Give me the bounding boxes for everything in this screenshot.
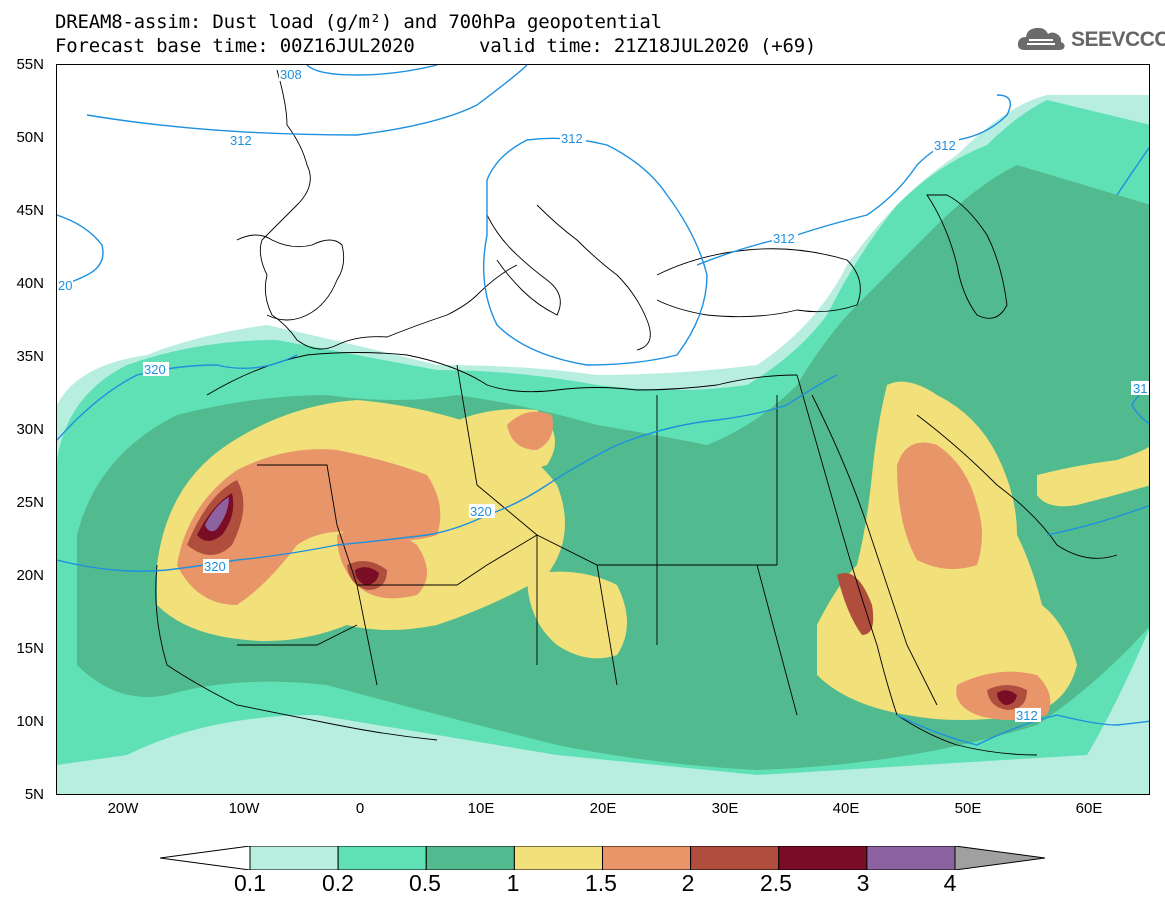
colorbar-label: 1.5 [585,870,617,896]
colorbar-label: 3 [856,870,870,896]
lon-label: 60E [1075,800,1103,817]
colorbar-label: 4 [943,870,957,896]
contour-label: 320 [470,504,492,519]
contour-label: 312 [773,231,795,246]
valid-time: valid time: 21Z18JUL2020 (+69) [479,35,817,57]
contour-label: 320 [204,559,226,574]
base-time: Forecast base time: 00Z16JUL2020 [55,35,415,57]
lat-label: 25N [16,494,44,511]
contour-label: 20 [58,278,72,293]
chart-title: DREAM8-assim: Dust load (g/m²) and 700hP… [55,11,662,33]
colorbar-box [690,846,780,870]
contour-label: 312 [230,133,252,148]
contour-label: 312 [934,138,956,153]
colorbar-box [249,846,339,870]
colorbar-box [602,846,692,870]
lat-label: 30N [16,421,44,438]
colorbar [160,846,1045,870]
cloud-icon [1017,27,1065,50]
lat-label: 35N [16,348,44,365]
country-borders [155,69,1118,756]
lat-label: 50N [16,129,44,146]
colorbar-box [778,846,868,870]
lat-label: 10N [16,713,44,730]
time-info: Forecast base time: 00Z16JUL2020 valid t… [55,35,816,101]
lat-label: 45N [16,202,44,219]
lon-label: 10E [467,800,495,817]
contour-labels: 312 312 312 312 312 320 320 320 20 308 3… [57,67,1149,723]
lon-label: 50E [954,800,982,817]
colorbar-box [425,846,515,870]
seevccc-logo: SEEVCCC [1015,22,1165,56]
lat-label: 20N [16,567,44,584]
lat-label: 15N [16,640,44,657]
lon-label: 40E [832,800,860,817]
colorbar-label: 0.5 [409,870,441,896]
colorbar-label: 1 [506,870,520,896]
colorbar-box [866,846,956,870]
lat-label: 40N [16,275,44,292]
dust-map: 312 312 312 312 312 320 320 320 20 308 3… [56,64,1150,795]
contour-label: 320 [144,362,166,377]
lon-label: 30E [711,800,739,817]
lon-label: 20E [589,800,617,817]
logo-text: SEEVCCC [1071,28,1165,51]
contour-label: 312 [561,131,583,146]
contour-label: 308 [280,67,302,82]
lon-label: 0 [355,800,365,817]
lon-label: 20W [107,800,139,817]
contour-label: 312 [1016,708,1038,723]
colorbar-box [337,846,427,870]
colorbar-box [513,846,603,870]
dust-load-field [57,95,1149,794]
colorbar-label: 2 [681,870,695,896]
colorbar-over-triangle [954,846,1045,870]
colorbar-label: 2.5 [760,870,792,896]
colorbar-label: 0.2 [322,870,354,896]
lat-label: 55N [16,56,44,73]
lon-label: 10W [228,800,260,817]
colorbar-boxes [249,846,956,870]
colorbar-under-triangle [160,846,251,870]
lat-label: 5N [24,786,44,803]
contour-label: 31 [1133,381,1147,396]
colorbar-label: 0.1 [234,870,266,896]
